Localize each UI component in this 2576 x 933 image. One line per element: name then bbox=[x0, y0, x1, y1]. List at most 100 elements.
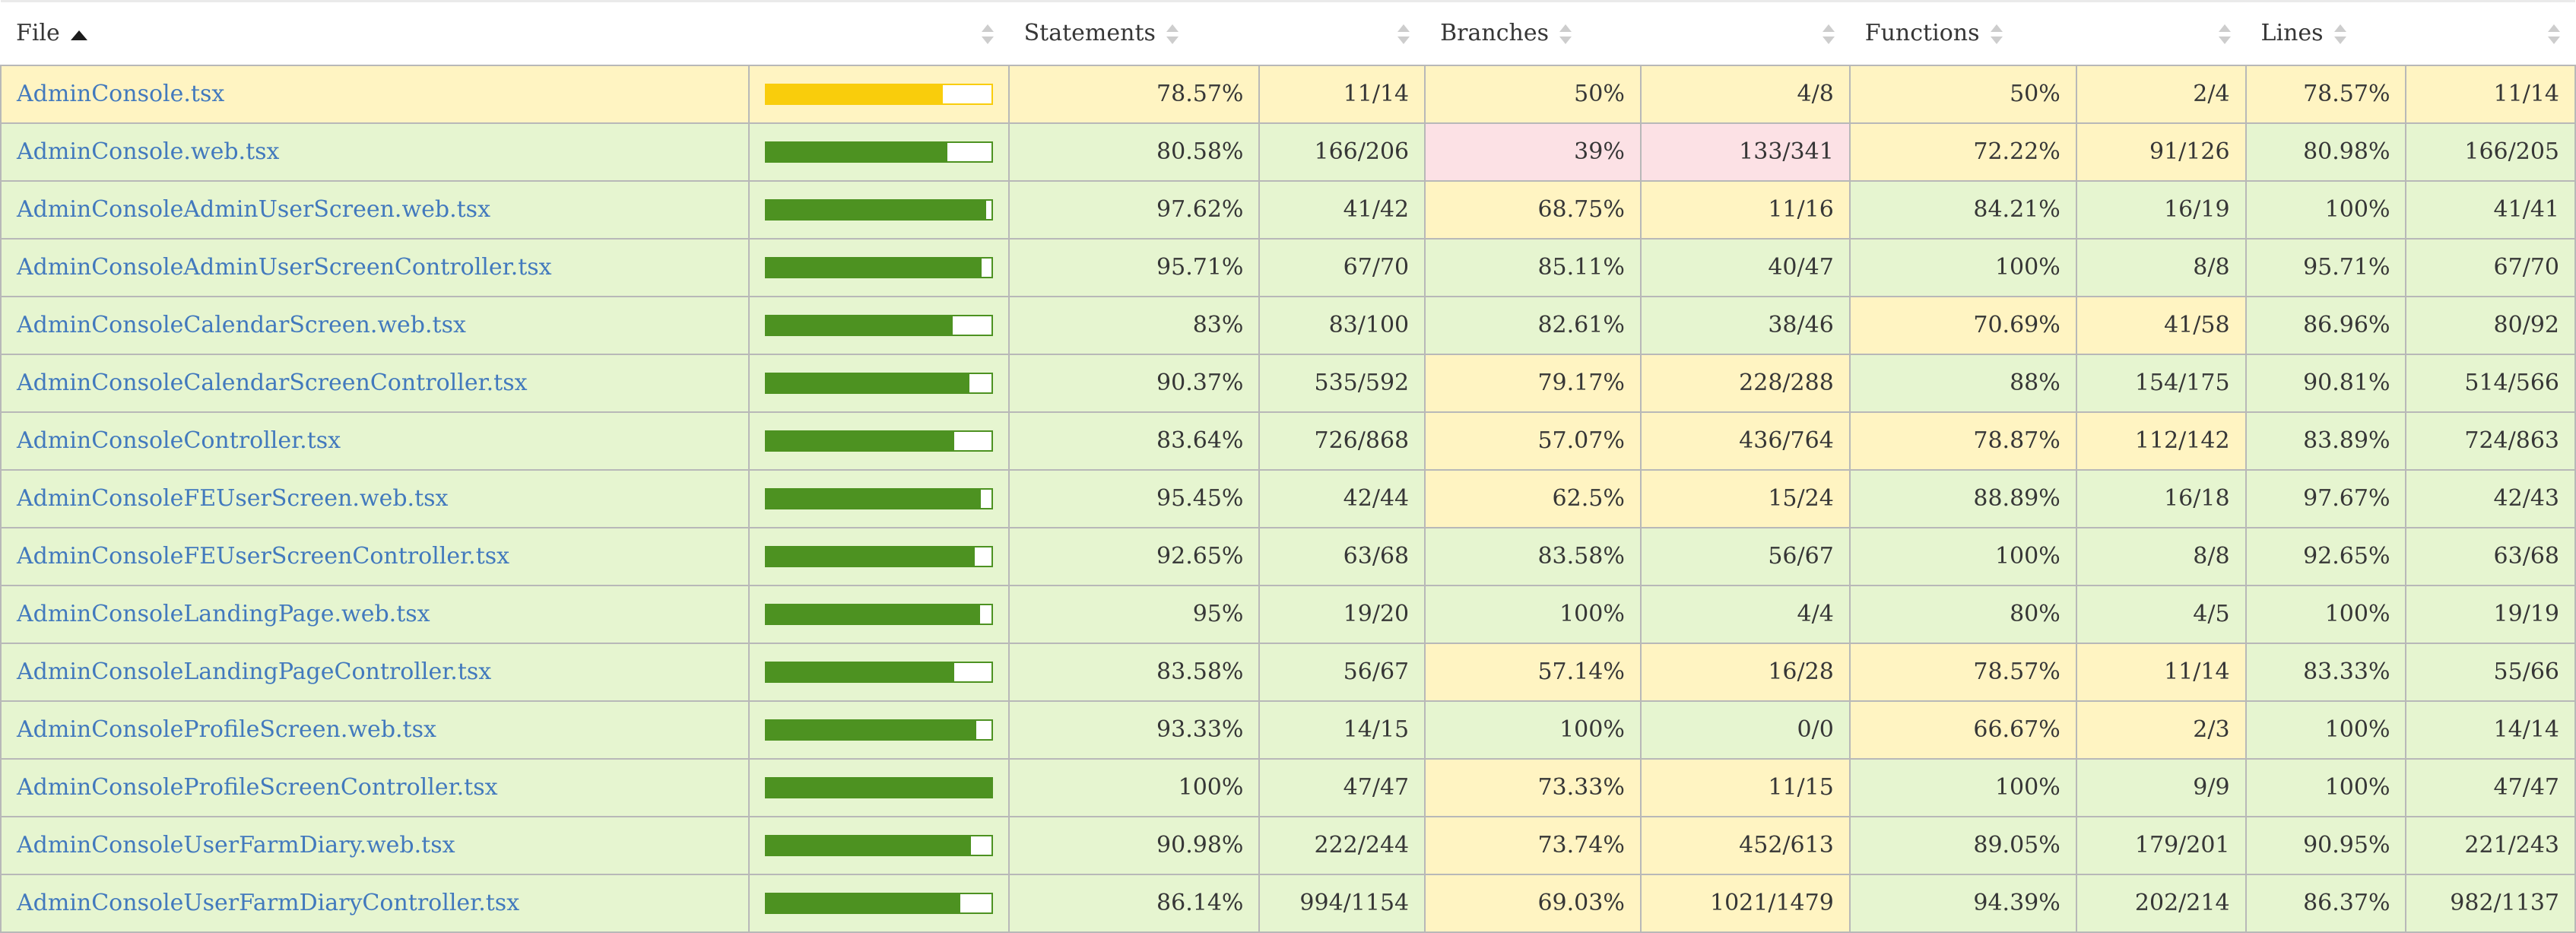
sorter-icon[interactable] bbox=[1559, 24, 1572, 44]
statements-fraction-cell: 11/14 bbox=[1259, 65, 1426, 123]
branches-fraction-cell: 11/15 bbox=[1640, 759, 1851, 817]
functions-percent-cell: 84.21% bbox=[1849, 181, 2077, 239]
coverage-bar-cell bbox=[748, 181, 1010, 239]
column-header-branches-raw[interactable] bbox=[1640, 1, 1850, 65]
file-link[interactable]: AdminConsoleCalendarScreen.web.tsx bbox=[17, 312, 466, 338]
branches-percent-cell: 82.61% bbox=[1425, 297, 1642, 354]
sorter-icon[interactable] bbox=[1166, 24, 1179, 44]
branches-fraction-cell: 38/46 bbox=[1640, 297, 1851, 354]
sorter-icon[interactable] bbox=[981, 24, 994, 44]
statements-fraction-cell: 56/67 bbox=[1259, 643, 1426, 701]
lines-percent-cell: 100% bbox=[2245, 181, 2407, 239]
functions-fraction-cell: 112/142 bbox=[2076, 412, 2247, 470]
file-link[interactable]: AdminConsoleFEUserScreenController.tsx bbox=[17, 543, 510, 570]
coverage-bar-chart bbox=[764, 604, 993, 625]
column-header-functions[interactable]: Functions bbox=[1849, 1, 2076, 65]
coverage-bar-fill bbox=[766, 259, 982, 277]
coverage-bar-cell bbox=[748, 123, 1010, 181]
coverage-bar-chart bbox=[764, 141, 993, 163]
statements-fraction-cell: 535/592 bbox=[1259, 354, 1426, 412]
file-cell: AdminConsoleFEUserScreenController.tsx bbox=[1, 528, 750, 586]
lines-fraction-cell: 55/66 bbox=[2406, 643, 2575, 701]
file-link[interactable]: AdminConsoleLandingPageController.tsx bbox=[17, 658, 492, 685]
table-row: AdminConsole.web.tsx 80.58% 166/206 39% 133/… bbox=[1, 123, 2575, 181]
file-link[interactable]: AdminConsoleAdminUserScreenController.ts… bbox=[17, 254, 552, 281]
functions-fraction-cell: 202/214 bbox=[2076, 874, 2247, 932]
branches-percent-cell: 100% bbox=[1425, 701, 1642, 759]
file-cell: AdminConsoleLandingPageController.tsx bbox=[1, 643, 750, 701]
branches-percent-cell: 39% bbox=[1425, 123, 1642, 181]
coverage-bar-cell bbox=[748, 470, 1010, 528]
file-link[interactable]: AdminConsole.tsx bbox=[17, 81, 225, 107]
sorter-icon[interactable] bbox=[1990, 24, 2003, 44]
column-header-file-label: File bbox=[16, 20, 60, 46]
branches-percent-cell: 50% bbox=[1425, 65, 1642, 123]
coverage-bar-empty bbox=[947, 143, 991, 161]
file-cell: AdminConsoleCalendarScreenController.tsx bbox=[1, 354, 750, 412]
coverage-bar-chart bbox=[764, 373, 993, 394]
coverage-bar-chart bbox=[764, 893, 993, 914]
file-link[interactable]: AdminConsoleProfileScreen.web.tsx bbox=[17, 716, 436, 743]
functions-percent-cell: 88.89% bbox=[1849, 470, 2077, 528]
lines-fraction-cell: 11/14 bbox=[2406, 65, 2575, 123]
file-link[interactable]: AdminConsoleFEUserScreen.web.tsx bbox=[17, 485, 449, 512]
lines-percent-cell: 92.65% bbox=[2245, 528, 2407, 586]
sorter-icon[interactable] bbox=[2218, 24, 2231, 44]
coverage-table-body: AdminConsole.tsx 78.57% 11/14 50% 4/8 50% 2/4 7… bbox=[1, 65, 2575, 932]
column-header-bar[interactable] bbox=[748, 1, 1009, 65]
functions-percent-cell: 100% bbox=[1849, 528, 2077, 586]
statements-percent-cell: 95% bbox=[1008, 586, 1261, 643]
coverage-bar-fill bbox=[766, 836, 971, 855]
branches-percent-cell: 57.14% bbox=[1425, 643, 1642, 701]
file-link[interactable]: AdminConsoleAdminUserScreen.web.tsx bbox=[17, 196, 490, 223]
column-header-functions-label: Functions bbox=[1864, 20, 1980, 46]
file-cell: AdminConsole.web.tsx bbox=[1, 123, 750, 181]
coverage-bar-fill bbox=[766, 779, 991, 797]
coverage-bar-chart bbox=[764, 315, 993, 336]
table-row: AdminConsoleFEUserScreenController.tsx 92… bbox=[1, 528, 2575, 586]
column-header-file[interactable]: File bbox=[1, 1, 749, 65]
coverage-bar-empty bbox=[981, 259, 991, 277]
functions-fraction-cell: 16/18 bbox=[2076, 470, 2247, 528]
branches-fraction-cell: 452/613 bbox=[1640, 817, 1851, 874]
statements-percent-cell: 93.33% bbox=[1008, 701, 1261, 759]
file-link[interactable]: AdminConsoleController.tsx bbox=[17, 427, 341, 454]
lines-percent-cell: 97.67% bbox=[2245, 470, 2407, 528]
functions-percent-cell: 66.67% bbox=[1849, 701, 2077, 759]
statements-percent-cell: 95.45% bbox=[1008, 470, 1261, 528]
file-link[interactable]: AdminConsoleProfileScreenController.tsx bbox=[17, 774, 498, 801]
branches-percent-cell: 73.74% bbox=[1425, 817, 1642, 874]
functions-percent-cell: 70.69% bbox=[1849, 297, 2077, 354]
coverage-bar-chart bbox=[764, 546, 993, 567]
column-header-statements-raw[interactable] bbox=[1259, 1, 1426, 65]
table-row: AdminConsoleAdminUserScreenController.ts… bbox=[1, 239, 2575, 297]
branches-fraction-cell: 11/16 bbox=[1640, 181, 1851, 239]
functions-percent-cell: 100% bbox=[1849, 239, 2077, 297]
coverage-bar-fill bbox=[766, 316, 953, 335]
coverage-bar-cell bbox=[748, 759, 1010, 817]
branches-fraction-cell: 15/24 bbox=[1640, 470, 1851, 528]
statements-percent-cell: 100% bbox=[1008, 759, 1261, 817]
functions-percent-cell: 100% bbox=[1849, 759, 2077, 817]
file-link[interactable]: AdminConsoleCalendarScreenController.tsx bbox=[17, 370, 528, 396]
column-header-branches[interactable]: Branches bbox=[1425, 1, 1641, 65]
sorter-icon[interactable] bbox=[1397, 24, 1410, 44]
statements-fraction-cell: 83/100 bbox=[1259, 297, 1426, 354]
file-link[interactable]: AdminConsole.web.tsx bbox=[17, 138, 280, 165]
table-row: AdminConsoleProfileScreen.web.tsx 93.33% 1… bbox=[1, 701, 2575, 759]
column-header-statements[interactable]: Statements bbox=[1008, 1, 1260, 65]
coverage-bar-fill bbox=[766, 85, 944, 103]
coverage-bar-cell bbox=[748, 528, 1010, 586]
file-link[interactable]: AdminConsoleUserFarmDiaryController.tsx bbox=[17, 890, 520, 916]
coverage-bar-cell bbox=[748, 701, 1010, 759]
sorter-icon[interactable] bbox=[1822, 24, 1835, 44]
coverage-bar-empty bbox=[979, 605, 991, 624]
sorter-icon[interactable] bbox=[2333, 24, 2346, 44]
column-header-lines[interactable]: Lines bbox=[2245, 1, 2406, 65]
file-link[interactable]: AdminConsoleUserFarmDiary.web.tsx bbox=[17, 832, 455, 858]
functions-percent-cell: 88% bbox=[1849, 354, 2077, 412]
column-header-lines-raw[interactable] bbox=[2406, 1, 2575, 65]
sorter-icon[interactable] bbox=[2548, 24, 2560, 44]
column-header-functions-raw[interactable] bbox=[2076, 1, 2246, 65]
file-link[interactable]: AdminConsoleLandingPage.web.tsx bbox=[17, 601, 430, 627]
